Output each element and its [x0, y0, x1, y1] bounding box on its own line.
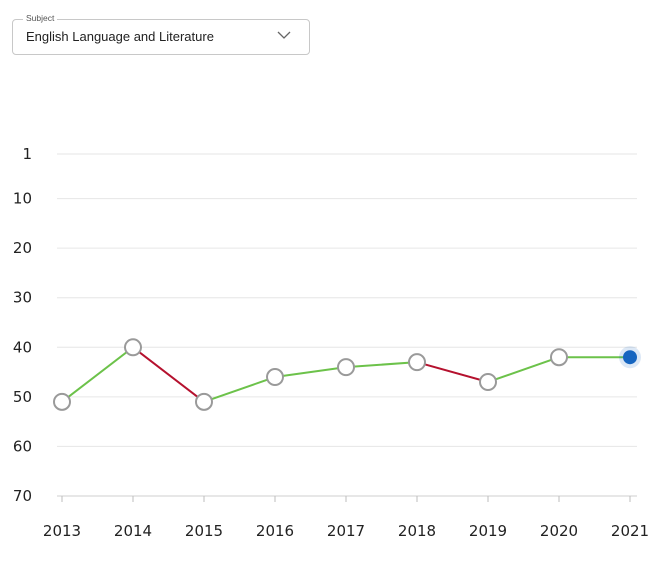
x-tick-label: 2015 [185, 522, 223, 540]
line-segment-improve [487, 356, 560, 383]
data-point[interactable] [408, 353, 426, 372]
line-segment-decline [132, 346, 205, 403]
series-points [53, 338, 641, 411]
data-point[interactable] [195, 392, 213, 411]
y-tick-label: 10 [13, 190, 32, 208]
y-tick-label: 30 [13, 289, 32, 307]
y-tick-label: 20 [13, 239, 32, 257]
subject-select-label: Subject [23, 13, 58, 23]
series-line [61, 346, 631, 403]
data-point[interactable] [479, 373, 497, 391]
x-tick-label: 2016 [256, 522, 294, 540]
data-point[interactable] [53, 392, 71, 411]
y-tick-label: 60 [13, 437, 32, 455]
y-tick-label: 1 [22, 145, 32, 163]
data-point[interactable] [124, 338, 142, 357]
x-tick-label: 2018 [398, 522, 436, 540]
subject-select[interactable]: Subject English Language and Literature [12, 13, 310, 55]
y-tick-label: 50 [13, 388, 32, 406]
x-tick-label: 2021 [611, 522, 648, 540]
line-segment-improve [274, 366, 347, 379]
subject-select-value: English Language and Literature [26, 29, 214, 44]
grid [57, 153, 637, 497]
line-segment-improve [203, 376, 276, 403]
y-tick-label: 40 [13, 338, 32, 356]
x-tick-label: 2020 [540, 522, 578, 540]
data-point[interactable] [550, 348, 568, 367]
line-segment-improve [61, 346, 134, 403]
x-tick-label: 2013 [43, 522, 81, 540]
y-tick-label: 70 [13, 487, 32, 505]
data-point[interactable] [266, 368, 284, 387]
y-axis-ticks: 1 10 20 30 40 50 60 70 [13, 145, 32, 505]
x-axis-ticks: 2013 2014 2015 2016 2017 2018 2019 2020 2021 [43, 496, 648, 540]
data-point[interactable] [337, 358, 355, 377]
x-tick-label: 2017 [327, 522, 365, 540]
line-segment-improve [345, 361, 418, 369]
x-tick-label: 2014 [114, 522, 152, 540]
chevron-down-icon [277, 31, 291, 39]
line-segment-decline [416, 361, 489, 383]
data-point-current[interactable] [623, 350, 637, 365]
x-tick-label: 2019 [469, 522, 507, 540]
